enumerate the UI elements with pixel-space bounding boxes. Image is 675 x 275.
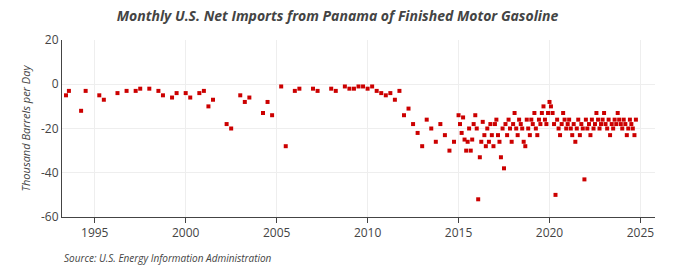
svg-text:Source: U.S. Energy Informatio: Source: U.S. Energy Information Administ… (64, 251, 272, 265)
svg-text:Thousand Barrels per Day: Thousand Barrels per Day (18, 65, 33, 192)
svg-text:2025: 2025 (627, 224, 655, 241)
svg-text:2000: 2000 (172, 224, 200, 241)
svg-text:0: 0 (52, 75, 59, 92)
svg-text:2020: 2020 (536, 224, 564, 241)
svg-text:2015: 2015 (445, 224, 473, 241)
svg-text:2010: 2010 (354, 224, 382, 241)
svg-text:-40: -40 (41, 164, 59, 181)
svg-text:1995: 1995 (81, 224, 109, 241)
svg-text:-60: -60 (41, 208, 59, 225)
svg-text:20: 20 (45, 31, 59, 48)
svg-text:2005: 2005 (263, 224, 291, 241)
svg-text:-20: -20 (41, 120, 59, 137)
svg-text:Monthly U.S. Net Imports from: Monthly U.S. Net Imports from Panama of … (117, 6, 559, 25)
